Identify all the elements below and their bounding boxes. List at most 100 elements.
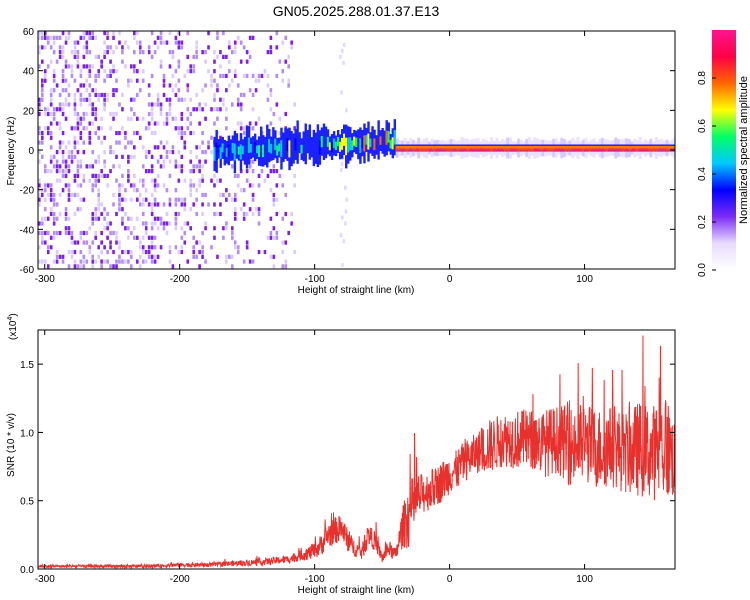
spectrogram-cell	[50, 26, 53, 30]
spectrogram-cell	[230, 102, 234, 107]
spectrogram-cell	[64, 102, 68, 107]
spectrogram-cell	[171, 145, 175, 150]
spectrogram-cell	[156, 45, 160, 50]
spectrogram-cell	[141, 164, 145, 169]
spectrogram-cell	[135, 31, 139, 36]
spectrogram-cell	[189, 121, 193, 126]
spectrogram-cell	[357, 129, 360, 160]
spectrogram-cell	[76, 64, 80, 69]
spectrogram-cell	[540, 148, 544, 152]
spectrogram-cell	[124, 145, 127, 150]
spectrogram-cell	[177, 97, 181, 102]
spectrogram-cell	[275, 211, 279, 217]
spectrogram-cell	[91, 121, 95, 126]
spectrogram-cell	[67, 150, 71, 155]
spectrogram-cell	[180, 249, 184, 255]
spectrogram-cell	[269, 50, 273, 55]
spectrogram-cell	[225, 197, 228, 202]
spectrogram-cell	[177, 78, 181, 83]
spectrogram-cell	[308, 124, 311, 160]
spectrogram-cell	[55, 169, 59, 174]
spectrogram-cell	[530, 148, 534, 152]
spectrogram-cell	[85, 64, 89, 69]
spectrogram-cell	[581, 148, 585, 152]
spectrogram-cell	[64, 183, 68, 188]
spectrogram-cell	[257, 183, 261, 188]
spectrogram-cell	[251, 107, 255, 112]
spectrogram-cell	[138, 59, 142, 64]
spectrogram-cell	[215, 142, 218, 160]
spectrogram-cell	[91, 102, 95, 107]
spectrogram-cell	[133, 173, 136, 178]
spectrogram-cell	[233, 40, 237, 45]
spectrogram-cell	[266, 50, 270, 55]
spectrogram-cell	[159, 216, 163, 221]
spectrogram-cell	[61, 69, 65, 74]
spectrogram-cell	[210, 26, 213, 30]
spectrogram-cell	[144, 226, 148, 231]
spectrogram-cell	[79, 92, 83, 98]
spectrogram-cell	[124, 135, 127, 140]
spectrogram-cell	[156, 202, 160, 207]
spectrogram-cell	[180, 245, 184, 250]
spectrogram-cell	[255, 145, 259, 154]
spectrogram-cell	[290, 45, 293, 50]
spectrogram-cell	[387, 131, 390, 143]
spectrogram-cell	[228, 45, 231, 50]
spectrogram-cell	[43, 69, 47, 74]
spectrogram-cell	[127, 26, 130, 30]
spectrogram-cell	[103, 69, 106, 74]
spectrogram-cell	[67, 230, 71, 236]
spectrogram-cell	[138, 88, 142, 93]
spectrogram-cell	[195, 211, 198, 217]
spectrogram-cell	[156, 216, 160, 221]
spectrogram-cell	[124, 249, 127, 255]
spectrogram-cell	[174, 35, 178, 40]
spectrogram-cell	[159, 164, 163, 169]
spectrogram-cell	[222, 192, 225, 198]
spectrogram-cell	[168, 50, 172, 55]
spectrogram-cell	[94, 259, 98, 264]
spectrogram-cell	[463, 148, 467, 152]
spectrogram-cell	[201, 230, 204, 236]
spectrogram-cell	[91, 107, 95, 112]
spectrogram-cell	[91, 216, 95, 221]
spectrogram-cell	[345, 137, 348, 156]
spectrogram-cell	[138, 245, 142, 250]
spectrogram-cell	[79, 259, 83, 264]
spectrogram-cell	[217, 144, 220, 153]
spectrogram-cell	[76, 140, 80, 145]
spectrogram-cell	[91, 254, 95, 259]
spectrogram-cell	[141, 78, 145, 83]
spectrogram-cell	[43, 45, 47, 50]
spectrogram-cell	[38, 150, 41, 155]
spectrogram-cell	[165, 150, 169, 155]
spectrogram-cell	[353, 136, 356, 146]
spectrogram-cell	[156, 35, 160, 40]
spectrogram-cell	[52, 197, 56, 202]
spectrogram-cell	[192, 169, 195, 174]
spectrogram-cell	[225, 73, 228, 79]
spectrogram-cell	[82, 173, 86, 178]
spectrogram-cell	[180, 45, 184, 50]
spectrogram-cell	[237, 146, 241, 155]
spectrogram-cell	[76, 264, 80, 269]
spectrogram-cell	[151, 26, 154, 30]
spectrogram-cell	[130, 140, 133, 145]
spectrogram-cell	[88, 164, 92, 169]
spectrogram-cell	[115, 111, 118, 117]
spectrogram-cell	[351, 140, 354, 151]
spectrogram-x-tick-label: 100	[576, 274, 593, 285]
spectrogram-cell	[239, 59, 243, 64]
spectrogram-cell	[73, 211, 77, 217]
spectrogram-band-mid	[395, 146, 675, 150]
spectrogram-x-axis-label: Height of straight line (km)	[298, 285, 415, 296]
spectrogram-cell	[44, 26, 47, 30]
spectrogram-cell	[64, 35, 68, 40]
spectrogram-cell	[49, 245, 53, 250]
spectrogram-cell	[103, 26, 106, 30]
spectrogram-cell	[272, 127, 275, 161]
spectrogram-cell	[216, 178, 219, 183]
spectrogram-cell	[156, 254, 160, 259]
spectrogram-cell	[138, 264, 142, 269]
